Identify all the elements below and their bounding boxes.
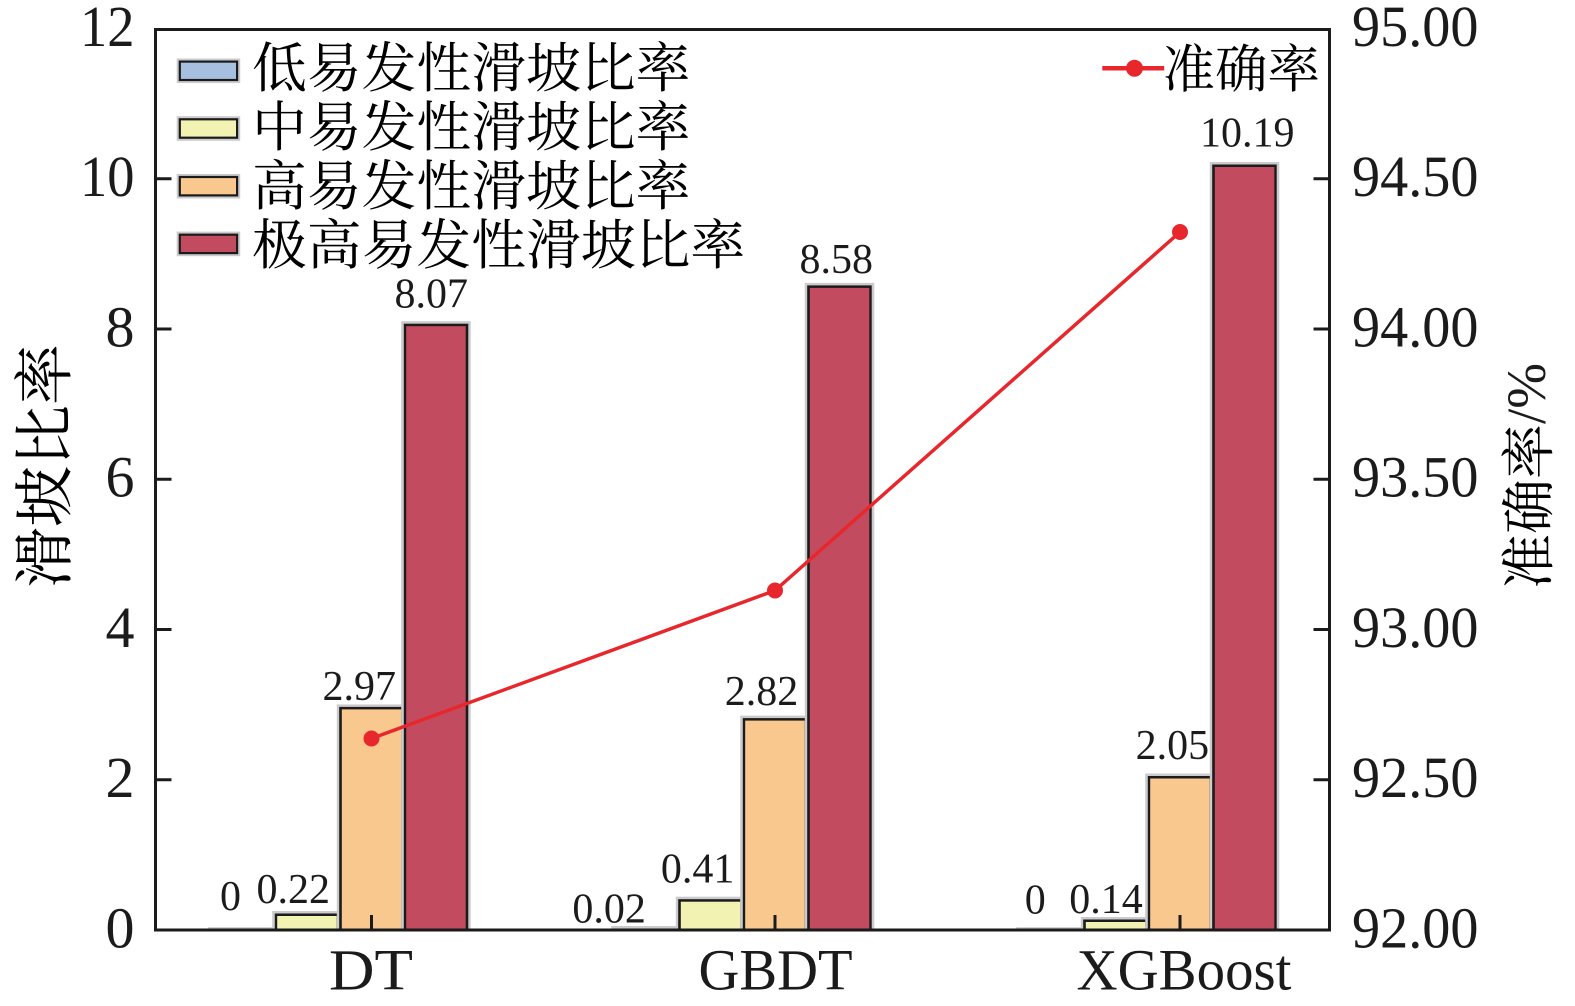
- svg-text:0.14: 0.14: [1069, 877, 1143, 923]
- svg-text:6: 6: [106, 445, 135, 510]
- svg-text:10.19: 10.19: [1200, 111, 1295, 157]
- svg-text:8.07: 8.07: [395, 272, 469, 318]
- svg-text:2.05: 2.05: [1136, 723, 1210, 769]
- svg-text:0: 0: [106, 895, 135, 960]
- svg-text:93.50: 93.50: [1352, 445, 1479, 510]
- svg-text:/%: /%: [1496, 363, 1557, 424]
- svg-text:93.00: 93.00: [1352, 595, 1479, 660]
- svg-text:94.50: 94.50: [1352, 144, 1479, 209]
- svg-text:92.50: 92.50: [1352, 745, 1479, 810]
- svg-text:95.00: 95.00: [1352, 0, 1479, 59]
- svg-text:DT: DT: [329, 938, 413, 1003]
- svg-text:8: 8: [106, 294, 135, 359]
- svg-text:4: 4: [106, 595, 135, 660]
- svg-text:0.02: 0.02: [572, 887, 646, 933]
- svg-text:12: 12: [80, 0, 135, 59]
- svg-text:92.00: 92.00: [1352, 895, 1479, 960]
- svg-text:2: 2: [106, 745, 135, 810]
- svg-text:0.22: 0.22: [257, 867, 331, 913]
- svg-text:GBDT: GBDT: [699, 938, 853, 1003]
- svg-text:0.41: 0.41: [661, 847, 735, 893]
- svg-text:94.00: 94.00: [1352, 294, 1479, 359]
- svg-text:10: 10: [80, 144, 135, 209]
- svg-text:XGBoost: XGBoost: [1077, 938, 1292, 1003]
- svg-text:0: 0: [220, 874, 241, 920]
- svg-text:0: 0: [1025, 878, 1046, 924]
- svg-text:8.58: 8.58: [800, 237, 874, 283]
- svg-text:2.82: 2.82: [725, 669, 799, 715]
- svg-text:2.97: 2.97: [322, 664, 396, 710]
